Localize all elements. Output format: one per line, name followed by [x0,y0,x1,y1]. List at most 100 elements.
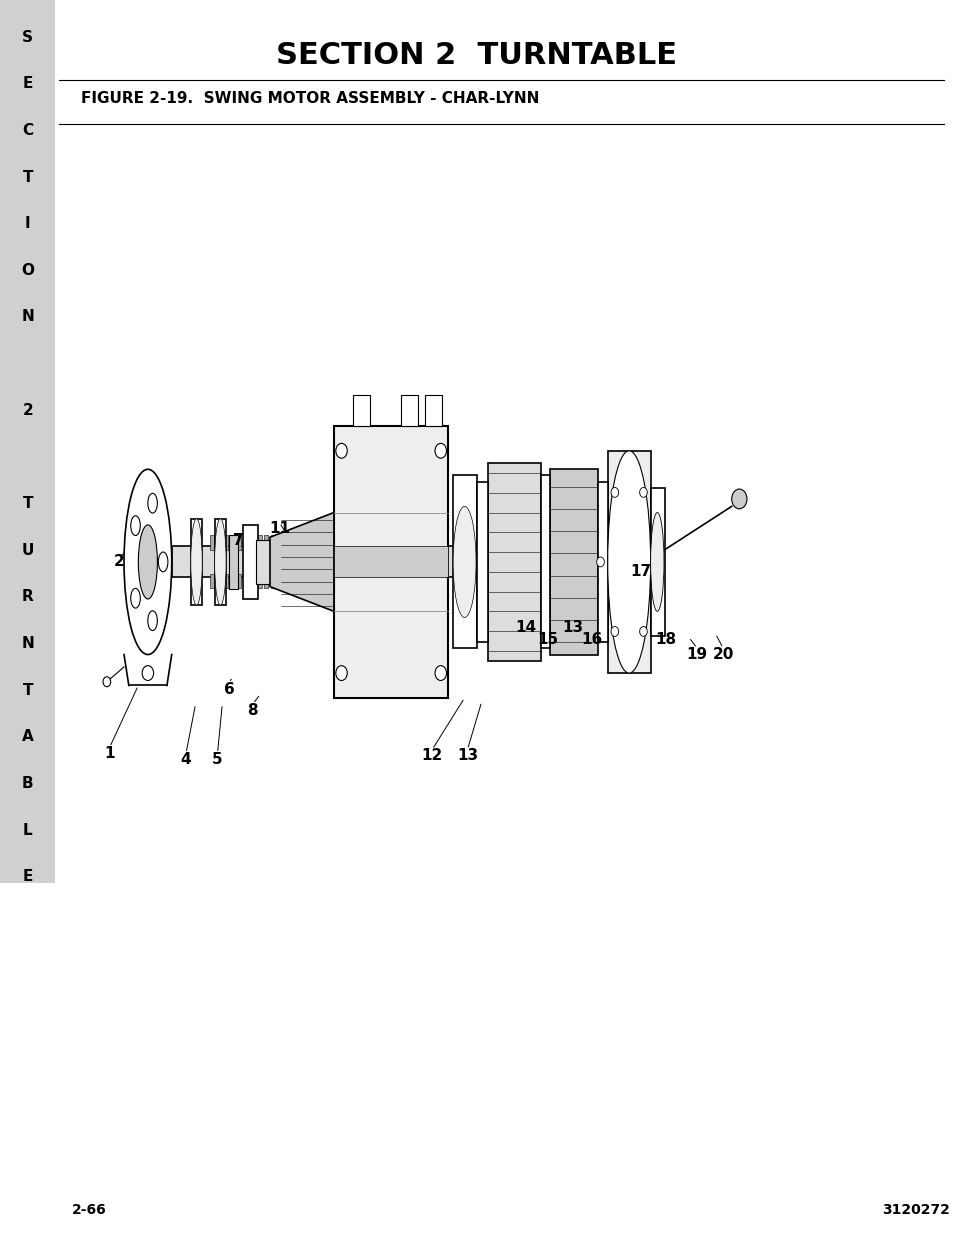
Ellipse shape [214,519,226,605]
Ellipse shape [335,443,347,458]
Text: C: C [22,122,33,138]
Bar [264,536,268,551]
Bar [191,519,202,605]
Text: 19: 19 [686,647,707,662]
Text: 2: 2 [22,403,33,417]
Bar [237,536,241,551]
Text: 14: 14 [515,620,536,635]
Bar [285,573,289,588]
Bar [223,573,228,588]
Ellipse shape [610,626,618,636]
Bar [448,546,553,577]
Ellipse shape [650,513,663,611]
Bar [550,469,598,655]
Bar [264,573,268,588]
Bar [244,536,248,551]
Bar [424,395,441,426]
Bar [292,536,295,551]
Bar [277,573,282,588]
Ellipse shape [124,469,172,655]
Ellipse shape [103,677,111,687]
Ellipse shape [138,525,157,599]
Text: 2-66: 2-66 [71,1203,106,1218]
Text: 13: 13 [456,748,477,763]
Text: R: R [22,589,33,604]
Text: N: N [21,636,34,651]
Text: E: E [23,77,32,91]
Ellipse shape [435,666,446,680]
Bar [334,426,448,698]
Polygon shape [270,513,334,611]
Ellipse shape [158,552,168,572]
Text: I: I [25,216,30,231]
Text: N: N [21,310,34,325]
Ellipse shape [597,557,604,567]
Bar [598,482,607,642]
Ellipse shape [654,557,661,567]
Text: B: B [22,776,33,792]
Bar [216,536,220,551]
Bar [257,573,261,588]
Text: 5: 5 [212,752,223,767]
Ellipse shape [639,626,647,636]
Bar [243,525,257,599]
Text: A: A [22,730,33,745]
Text: 2: 2 [113,555,125,569]
Text: T: T [22,169,33,184]
Text: 1: 1 [104,746,115,761]
Text: 16: 16 [580,632,601,647]
Text: 20: 20 [712,647,733,662]
Text: 3120272: 3120272 [882,1203,949,1218]
Ellipse shape [191,519,202,605]
Bar [257,536,261,551]
Bar [216,573,220,588]
Ellipse shape [435,443,446,458]
Bar [400,395,417,426]
Text: T: T [22,683,33,698]
Ellipse shape [148,493,157,513]
Bar [172,546,362,577]
Bar [353,395,370,426]
Bar [214,519,226,605]
Bar [223,536,228,551]
Bar [285,536,289,551]
Text: T: T [22,496,33,511]
Bar [298,573,302,588]
Text: O: O [21,263,34,278]
Bar [230,536,234,551]
Text: S: S [22,30,33,44]
Bar [298,536,302,551]
Ellipse shape [335,666,347,680]
Text: 11: 11 [269,521,290,536]
Text: U: U [22,542,33,558]
Bar [453,475,476,648]
Text: 6: 6 [223,682,234,697]
Bar [229,535,238,589]
Ellipse shape [131,516,140,536]
Bar [0,0,55,883]
Bar [244,573,248,588]
Bar [488,463,540,661]
Text: 8: 8 [247,703,258,718]
Bar [292,573,295,588]
Ellipse shape [148,611,157,631]
Ellipse shape [607,451,650,673]
Bar [251,573,254,588]
Bar [230,573,234,588]
Bar [271,536,275,551]
Bar [650,488,664,636]
Bar [271,573,275,588]
Text: 7: 7 [233,534,244,548]
Bar [251,536,254,551]
Text: E: E [23,869,32,884]
Text: SECTION 2  TURNTABLE: SECTION 2 TURNTABLE [276,41,677,70]
Text: L: L [23,823,32,837]
Text: 4: 4 [180,752,192,767]
Bar [210,536,213,551]
Bar [210,573,213,588]
Ellipse shape [131,588,140,608]
Bar [540,475,550,648]
Ellipse shape [731,489,746,509]
Ellipse shape [639,488,647,498]
Text: 12: 12 [421,748,442,763]
